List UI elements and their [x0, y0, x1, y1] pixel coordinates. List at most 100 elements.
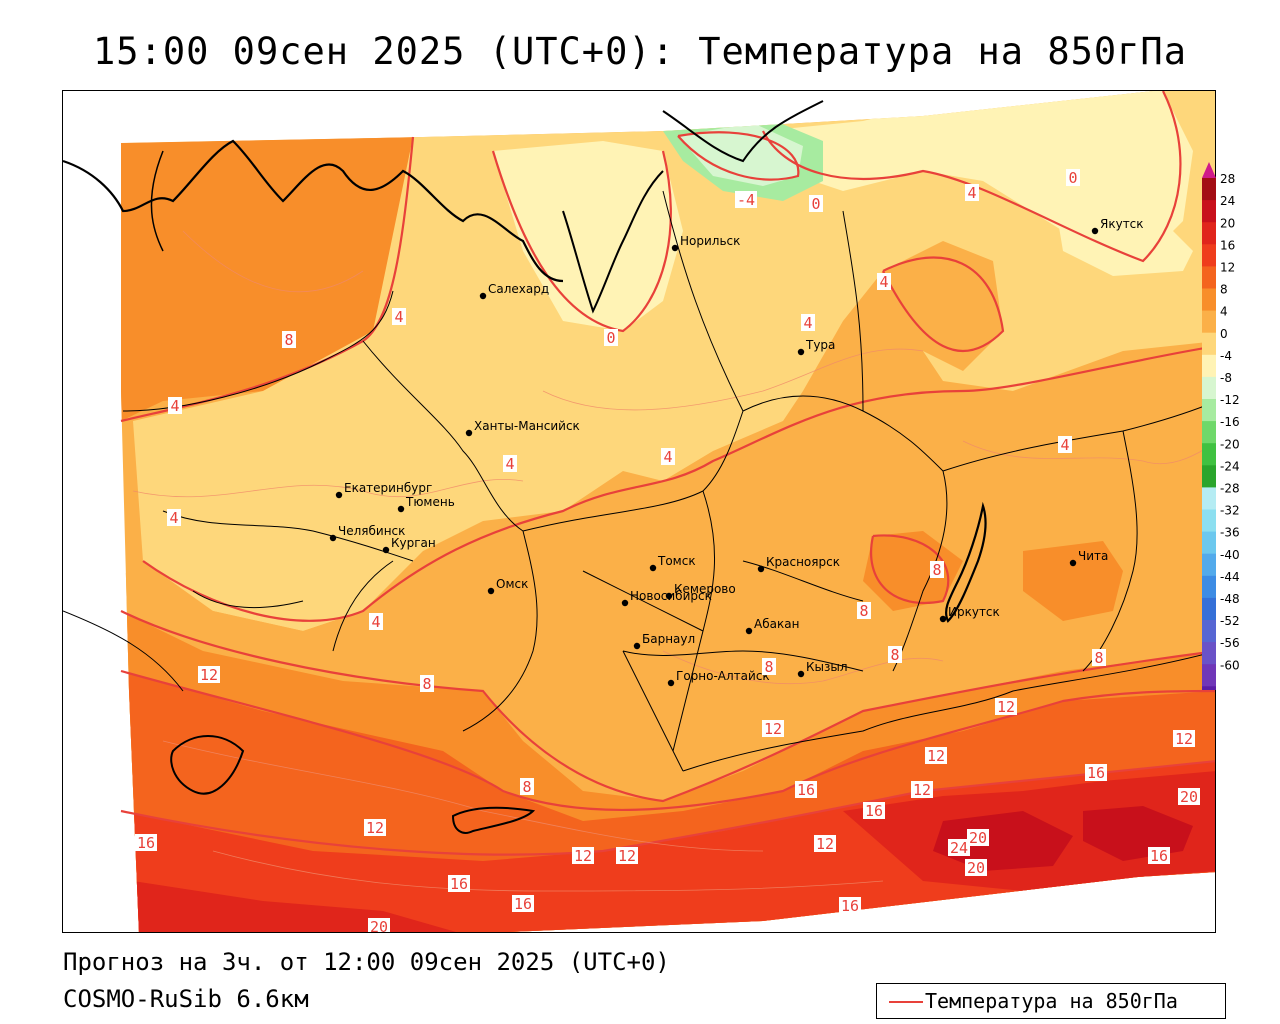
isotherm-label-bg — [1173, 730, 1195, 747]
isotherm-label-bg — [925, 747, 947, 764]
city-dot — [465, 429, 473, 437]
isotherm-label: 12 — [913, 781, 931, 799]
colorbar-swatch — [1202, 421, 1216, 444]
isotherm-label-bg — [1092, 649, 1106, 666]
isotherm-label-bg — [520, 778, 534, 795]
map-title: 15:00 09сен 2025 (UTC+0): Температура на… — [93, 30, 1187, 73]
isotherm-label-bg — [863, 802, 885, 819]
colorbar-tick: -60 — [1220, 658, 1240, 672]
isotherm-label-bg — [167, 509, 181, 526]
city-label: Екатеринбург — [344, 481, 432, 495]
thin-isotherm-lines — [132, 230, 1215, 892]
colorbar-swatch — [1202, 509, 1216, 532]
isotherm-label: 4 — [505, 455, 514, 473]
colorbar-swatch — [1202, 310, 1216, 334]
colorbar-swatch — [1202, 244, 1216, 267]
colorbar-tick: -44 — [1220, 570, 1240, 584]
colorbar-tick: -48 — [1220, 592, 1240, 606]
isotherm-label-bg — [948, 839, 970, 856]
colorbar-tick: 20 — [1220, 216, 1235, 230]
isotherm-label: 4 — [663, 448, 672, 466]
isotherm-label-bg — [369, 613, 383, 630]
city-label: Тюмень — [405, 495, 455, 509]
city-dot — [479, 292, 487, 300]
colorbar-tick: -20 — [1220, 437, 1240, 451]
colorbar-swatch — [1202, 575, 1216, 599]
isotherm-label-bg — [1058, 436, 1072, 453]
city-dot — [667, 679, 675, 687]
colorbar-swatch — [1202, 178, 1216, 201]
isotherm-label: 8 — [1094, 649, 1103, 667]
isotherm-label: 12 — [200, 666, 218, 684]
colorbar-swatch — [1202, 664, 1216, 687]
isotherm-label: 12 — [927, 747, 945, 765]
city-label: Кемерово — [674, 582, 736, 596]
isotherm-label: 12 — [764, 720, 782, 738]
isotherm-label-bg — [801, 314, 815, 331]
city-dot — [382, 546, 390, 554]
colorbar-tick: 28 — [1220, 172, 1235, 186]
city-dot — [621, 599, 629, 607]
isotherm-label: 8 — [859, 602, 868, 620]
isotherm-lines — [120, 91, 1215, 856]
isotherm-label: 4 — [967, 184, 976, 202]
isotherm-label: 16 — [865, 802, 883, 820]
isotherm-label-bg — [809, 195, 823, 212]
isotherm-label-bg — [616, 847, 638, 864]
isotherm-label: 16 — [841, 897, 859, 915]
city-label: Омск — [496, 577, 528, 591]
colorbar-tick: 4 — [1220, 305, 1228, 319]
isotherm-label-bg — [282, 331, 296, 348]
colorbar-swatches — [1202, 162, 1216, 690]
isotherm-label: 12 — [816, 835, 834, 853]
isotherm-label-bg — [503, 455, 517, 472]
city-label: Норильск — [680, 234, 740, 248]
city-label: Чита — [1078, 549, 1108, 563]
map-legend: Температура на 850гПа — [876, 983, 1226, 1019]
isotherm-label-bg — [572, 847, 594, 864]
administrative-borders — [63, 190, 1215, 772]
isotherm-label: 4 — [394, 308, 403, 326]
isotherm-label: 12 — [618, 847, 636, 865]
isotherm-label: 8 — [522, 778, 531, 796]
isotherm-label: 4 — [879, 273, 888, 291]
city-label: Красноярск — [766, 555, 840, 569]
isotherm-label-bg — [795, 781, 817, 798]
isotherm-label-bg — [762, 720, 784, 737]
city-dot — [757, 565, 765, 573]
isotherm-label: 0 — [606, 329, 615, 347]
isotherm-label-bg — [888, 646, 902, 663]
colorbar-tick: -36 — [1220, 526, 1240, 540]
colorbar-tick: 0 — [1220, 327, 1228, 341]
colorbar-tick: -52 — [1220, 614, 1240, 628]
colorbar-tick: 8 — [1220, 283, 1228, 297]
colorbar-tick: -24 — [1220, 459, 1240, 473]
colorbar-swatch — [1202, 686, 1216, 690]
isotherm-label-bg — [135, 834, 157, 851]
isotherm-label-bg — [911, 781, 933, 798]
colorbar-swatch — [1202, 620, 1216, 643]
colorbar-top-arrow — [1202, 162, 1216, 178]
isotherm-label-bg — [762, 658, 776, 675]
colorbar-swatch — [1202, 222, 1216, 245]
colorbar-tick: 16 — [1220, 238, 1235, 252]
isotherm-label-bg — [967, 829, 989, 846]
model-caption: COSMO-RuSib 6.6км — [63, 985, 309, 1013]
isotherm-label-bg — [661, 448, 675, 465]
isotherm-label: -4 — [737, 191, 755, 209]
isotherm-label: 4 — [803, 314, 812, 332]
isotherm-label: 24 — [950, 839, 968, 857]
isotherm-label: 20 — [370, 918, 388, 933]
colorbar-swatch — [1202, 553, 1216, 577]
colorbar-swatch — [1202, 465, 1216, 488]
city-label: Челябинск — [338, 524, 405, 538]
isotherm-label-bg — [995, 698, 1017, 715]
colorbar-swatch — [1202, 354, 1216, 378]
isotherm-label-bg — [814, 835, 836, 852]
city-dot — [797, 670, 805, 678]
isotherm-label: 4 — [169, 509, 178, 527]
isotherm-label: 0 — [811, 195, 820, 213]
isotherm-label: 8 — [932, 561, 941, 579]
colorbar-swatch — [1202, 332, 1216, 356]
isotherm-label-bg — [604, 329, 618, 346]
